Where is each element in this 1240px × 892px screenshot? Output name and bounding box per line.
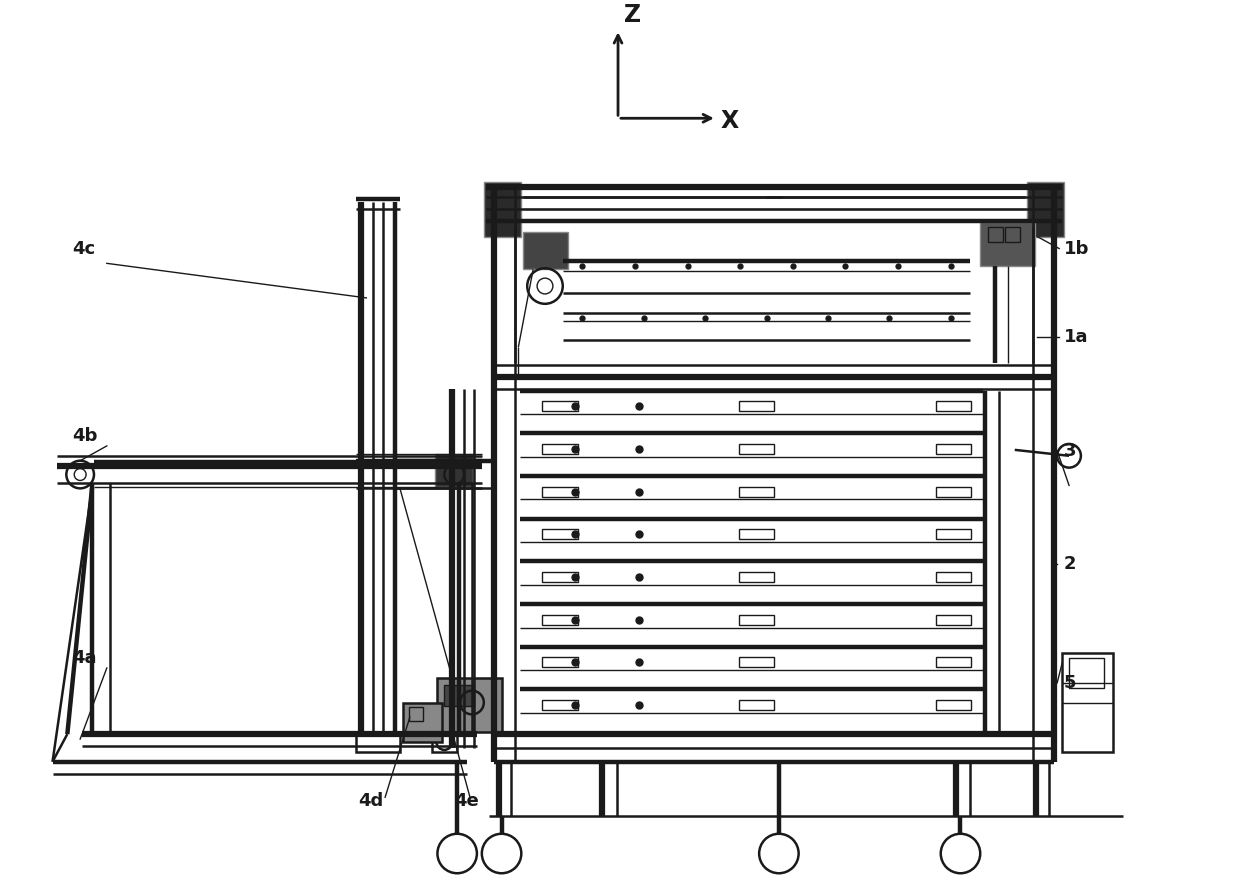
- Bar: [1004, 227, 1019, 242]
- Bar: [542, 615, 578, 624]
- Bar: [433, 732, 458, 752]
- Bar: [981, 222, 1034, 267]
- Bar: [403, 703, 443, 742]
- Bar: [523, 232, 568, 269]
- Bar: [739, 401, 775, 411]
- Text: 4b: 4b: [72, 427, 98, 445]
- Bar: [484, 183, 521, 236]
- Bar: [936, 444, 971, 454]
- Bar: [542, 529, 578, 540]
- Text: 4e: 4e: [454, 792, 479, 810]
- Bar: [542, 572, 578, 582]
- Bar: [1027, 183, 1064, 236]
- Text: 2: 2: [1064, 556, 1076, 574]
- Bar: [936, 572, 971, 582]
- Bar: [1069, 658, 1104, 688]
- Text: 1b: 1b: [1064, 240, 1090, 258]
- Bar: [739, 444, 775, 454]
- Text: 4c: 4c: [72, 240, 95, 258]
- Bar: [936, 615, 971, 624]
- Bar: [739, 700, 775, 710]
- Bar: [542, 487, 578, 497]
- Bar: [981, 222, 1034, 267]
- Bar: [542, 444, 578, 454]
- Bar: [542, 657, 578, 667]
- Text: X: X: [720, 109, 739, 133]
- Text: 4d: 4d: [358, 792, 383, 810]
- Bar: [444, 685, 474, 706]
- Bar: [435, 454, 472, 487]
- Bar: [403, 703, 443, 742]
- Bar: [936, 401, 971, 411]
- Text: 3: 3: [1064, 442, 1076, 460]
- Bar: [409, 707, 423, 722]
- Bar: [542, 401, 578, 411]
- Bar: [356, 734, 401, 752]
- Bar: [936, 700, 971, 710]
- Bar: [484, 183, 521, 236]
- Text: 4a: 4a: [72, 649, 97, 667]
- Bar: [438, 678, 501, 732]
- Bar: [936, 529, 971, 540]
- Bar: [936, 657, 971, 667]
- Bar: [739, 615, 775, 624]
- Bar: [988, 227, 1003, 242]
- Bar: [1027, 183, 1064, 236]
- Bar: [435, 454, 472, 487]
- Bar: [523, 232, 568, 269]
- Bar: [739, 572, 775, 582]
- Bar: [542, 700, 578, 710]
- Text: Z: Z: [624, 4, 641, 28]
- Bar: [739, 529, 775, 540]
- Bar: [739, 487, 775, 497]
- Bar: [438, 678, 501, 732]
- Bar: [936, 487, 971, 497]
- Text: 5: 5: [1064, 673, 1076, 692]
- Bar: [444, 685, 474, 706]
- Bar: [739, 657, 775, 667]
- Bar: [1063, 653, 1114, 752]
- Text: 1a: 1a: [1064, 328, 1089, 346]
